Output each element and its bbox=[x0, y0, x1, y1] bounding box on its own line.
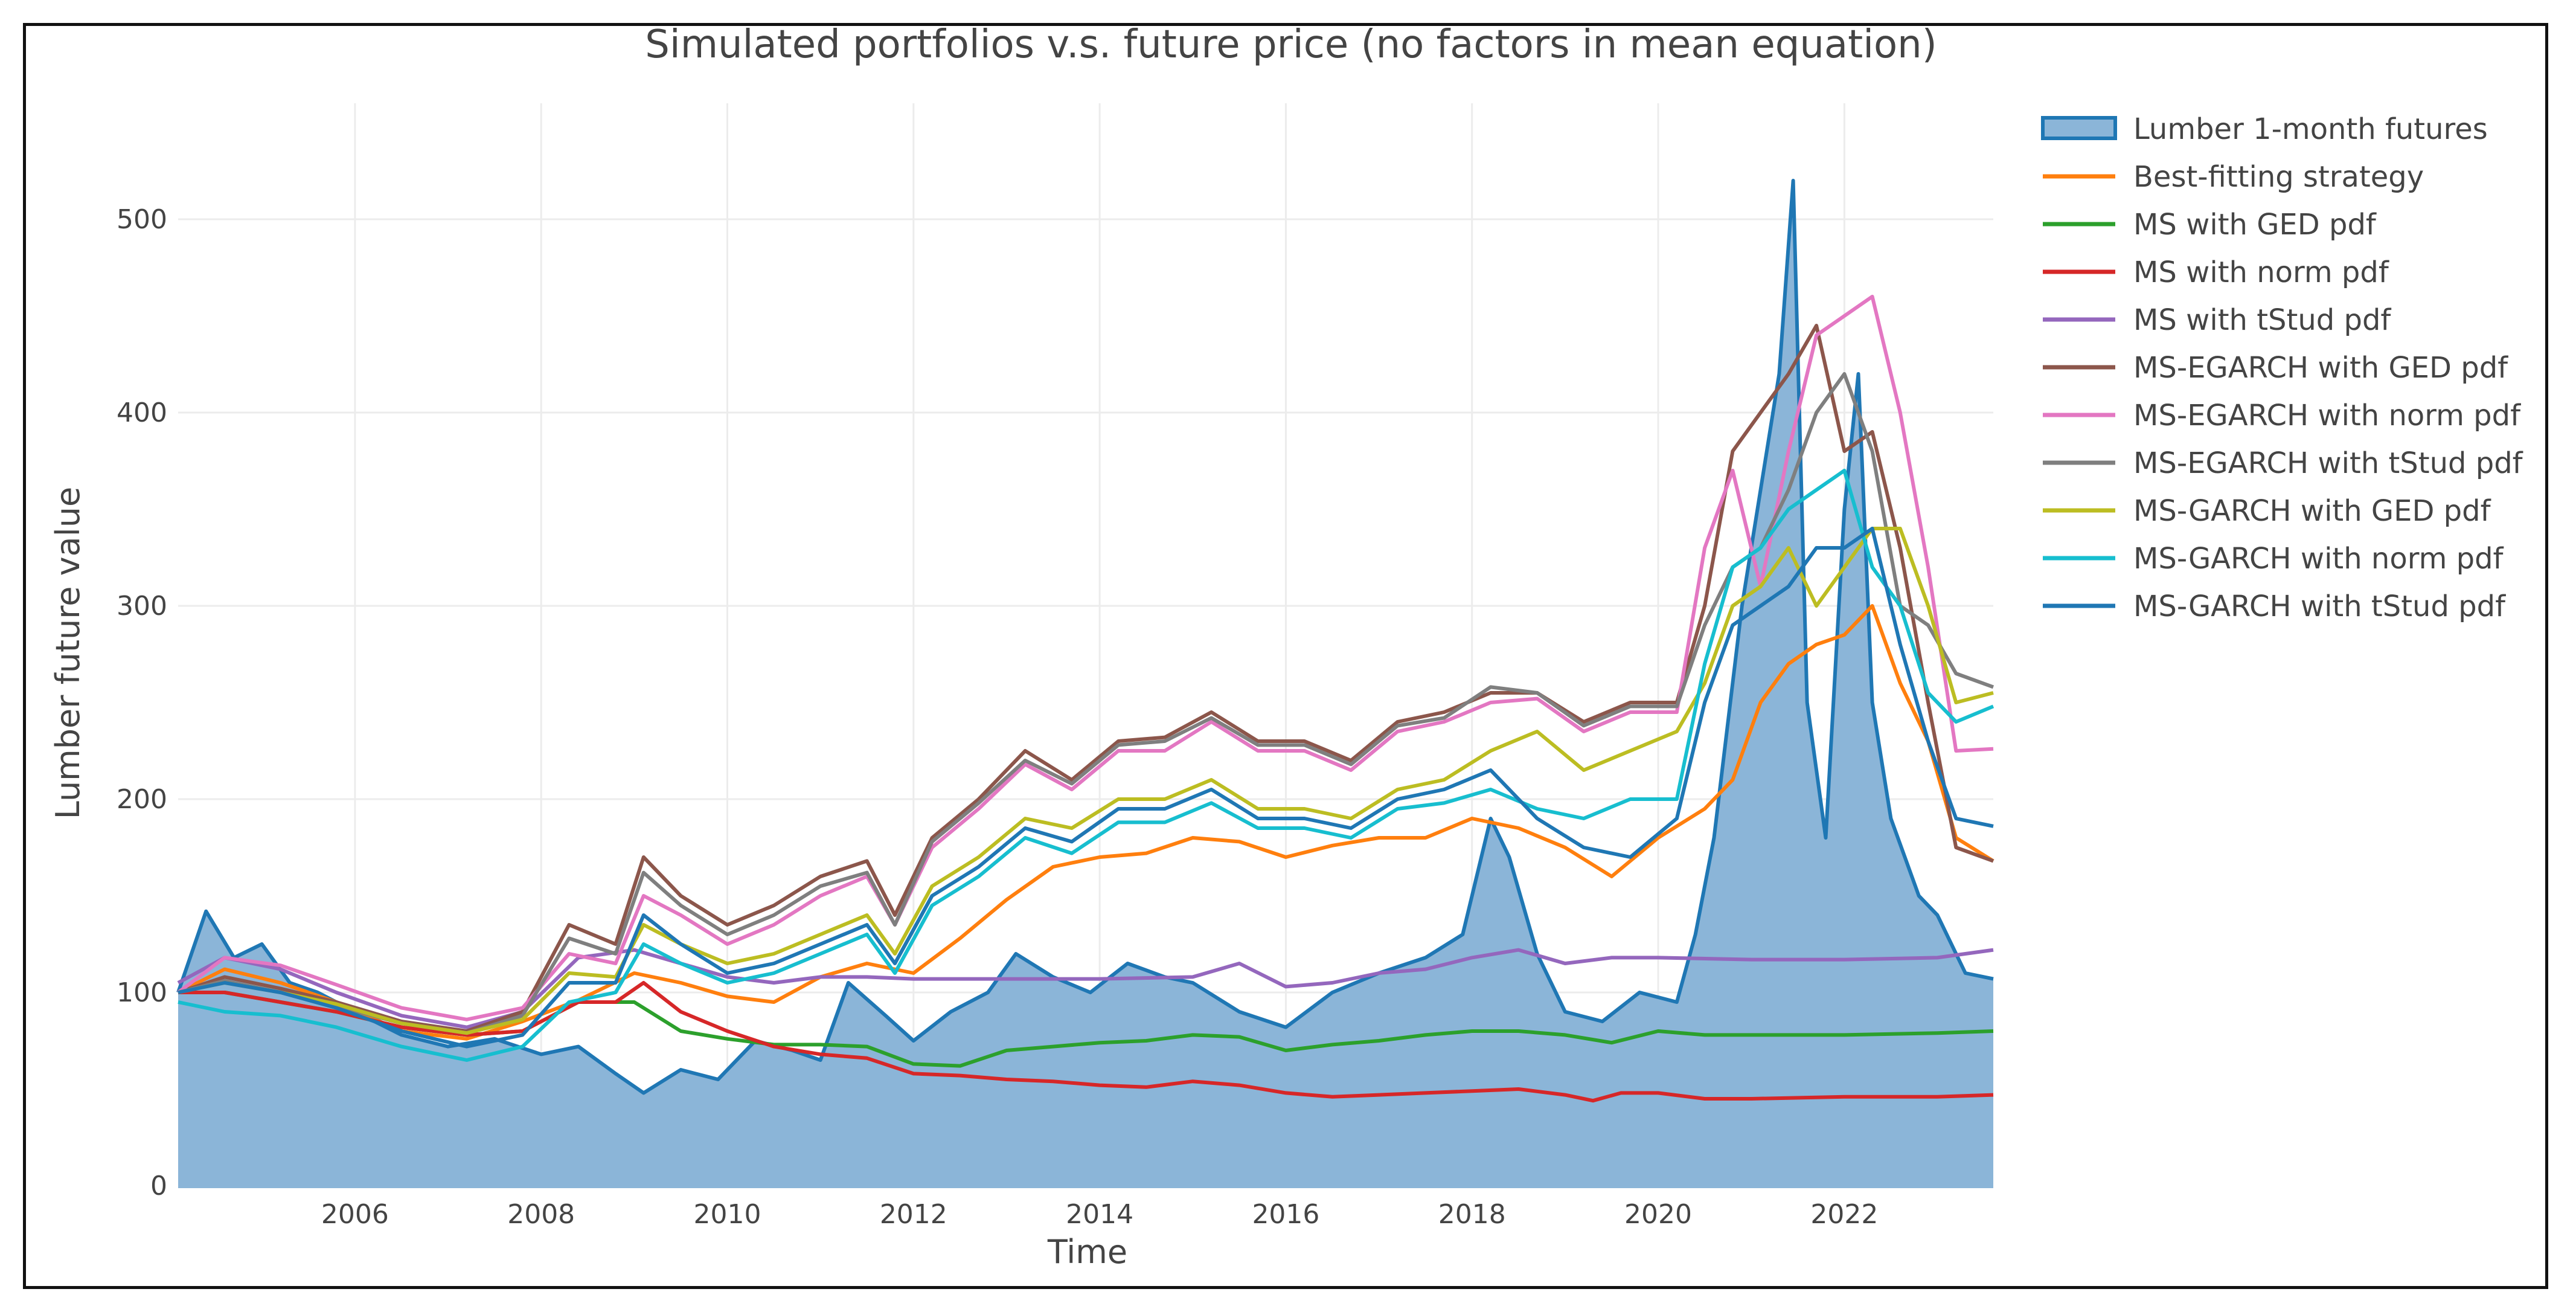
legend-item-ms-garch-with-ged-pdf[interactable]: MS-GARCH with GED pdf bbox=[2043, 494, 2491, 528]
series-area-lumber-1-month-futures[interactable] bbox=[178, 181, 1993, 1186]
series-line-ms-egarch-with-norm-pdf[interactable] bbox=[177, 295, 1994, 1021]
legend-item-ms-egarch-with-norm-pdf[interactable]: MS-EGARCH with norm pdf bbox=[2043, 399, 2521, 432]
legend-label: MS with GED pdf bbox=[2133, 208, 2377, 242]
series-line-ms-egarch-with-tstud-pdf[interactable] bbox=[178, 372, 1994, 1035]
y-tick-label: 500 bbox=[117, 204, 167, 235]
legend-label: Best-fitting strategy bbox=[2133, 160, 2424, 194]
x-tick-label: 2014 bbox=[1066, 1199, 1133, 1230]
series-line-ms-garch-with-tstud-pdf[interactable] bbox=[178, 527, 1994, 1049]
chart-title: Simulated portfolios v.s. future price (… bbox=[645, 26, 1937, 67]
legend-label: MS-GARCH with tStud pdf bbox=[2133, 590, 2506, 623]
legend-item-ms-with-norm-pdf[interactable]: MS with norm pdf bbox=[2043, 256, 2389, 289]
y-tick-label: 0 bbox=[150, 1171, 167, 1201]
legend-label: MS-GARCH with norm pdf bbox=[2133, 542, 2504, 576]
x-tick-label: 2016 bbox=[1252, 1199, 1319, 1230]
x-tick-label: 2010 bbox=[694, 1199, 761, 1230]
y-tick-label: 400 bbox=[117, 397, 167, 428]
legend-item-lumber-1-month-futures[interactable]: Lumber 1-month futures bbox=[2041, 112, 2488, 146]
legend-item-best-fitting-strategy[interactable]: Best-fitting strategy bbox=[2043, 160, 2424, 194]
x-tick-label: 2022 bbox=[1810, 1199, 1878, 1230]
legend[interactable]: Lumber 1-month futures Best-fitting strat… bbox=[2041, 112, 2523, 623]
legend-item-ms-with-tstud-pdf[interactable]: MS with tStud pdf bbox=[2043, 303, 2391, 337]
legend-label: MS-EGARCH with tStud pdf bbox=[2133, 446, 2523, 480]
y-tick-label: 300 bbox=[117, 591, 167, 622]
series-line-ms-with-tstud-pdf[interactable] bbox=[177, 948, 1994, 1029]
x-axis-label: Time bbox=[1047, 1233, 1127, 1271]
legend-label: MS with tStud pdf bbox=[2133, 303, 2391, 337]
axes: 0 100 200 300 400 500 2006 2008 2010 2012 2014 2016… bbox=[117, 204, 1993, 1230]
legend-item-ms-egarch-with-tstud-pdf[interactable]: MS-EGARCH with tStud pdf bbox=[2043, 446, 2523, 480]
series-line-ms-garch-with-ged-pdf[interactable] bbox=[178, 527, 1994, 1035]
x-tick-label: 2012 bbox=[880, 1199, 947, 1230]
legend-item-ms-egarch-with-ged-pdf[interactable]: MS-EGARCH with GED pdf bbox=[2043, 351, 2508, 385]
x-tick-label: 2006 bbox=[321, 1199, 389, 1230]
y-tick-label: 200 bbox=[117, 784, 167, 815]
legend-label: MS-EGARCH with GED pdf bbox=[2133, 351, 2508, 385]
x-tick-label: 2018 bbox=[1438, 1199, 1506, 1230]
series-line-ms-egarch-with-ged-pdf[interactable] bbox=[178, 324, 1994, 1033]
y-tick-label: 100 bbox=[117, 977, 167, 1008]
legend-item-ms-garch-with-tstud-pdf[interactable]: MS-GARCH with tStud pdf bbox=[2043, 590, 2506, 623]
y-axis-label: Lumber future value bbox=[49, 487, 87, 819]
legend-label: MS-GARCH with GED pdf bbox=[2133, 494, 2491, 528]
x-tick-label: 2008 bbox=[507, 1199, 575, 1230]
x-tick-label: 2020 bbox=[1624, 1199, 1692, 1230]
series-line-ms-garch-with-norm-pdf[interactable] bbox=[178, 469, 1994, 1062]
plot-area bbox=[176, 179, 1994, 1186]
chart-svg: Simulated portfolios v.s. future price (… bbox=[49, 26, 2523, 1271]
legend-label: Lumber 1-month futures bbox=[2133, 112, 2488, 146]
legend-swatch bbox=[2041, 116, 2117, 140]
legend-item-ms-with-ged-pdf[interactable]: MS with GED pdf bbox=[2043, 208, 2377, 242]
legend-item-ms-garch-with-norm-pdf[interactable]: MS-GARCH with norm pdf bbox=[2043, 542, 2504, 576]
legend-label: MS-EGARCH with norm pdf bbox=[2133, 399, 2521, 432]
legend-label: MS with norm pdf bbox=[2133, 256, 2389, 289]
chart-frame: Simulated portfolios v.s. future price (… bbox=[23, 23, 2548, 1289]
